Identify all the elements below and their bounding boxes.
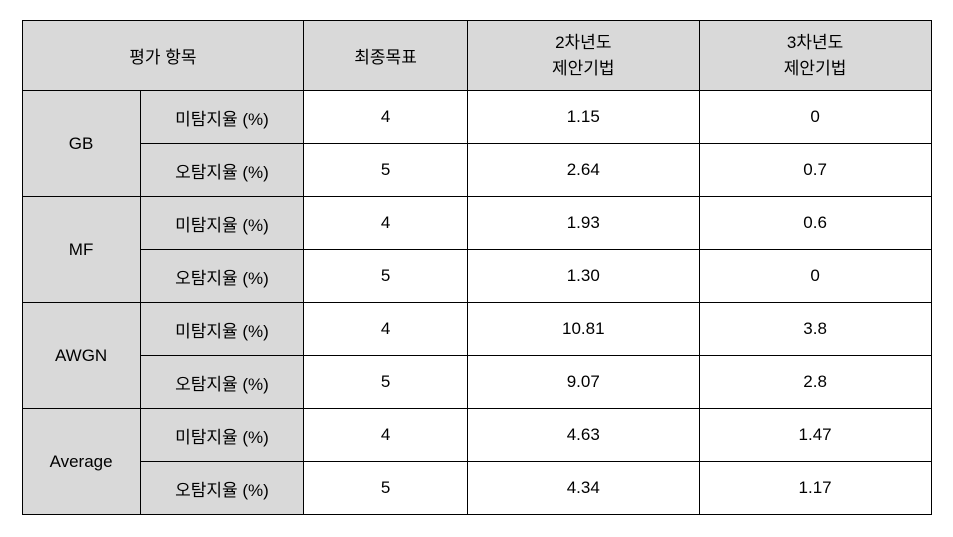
cell-year3: 0 (699, 250, 931, 303)
header-year3-line2: 제안기법 (784, 59, 847, 78)
table-row: Average 미탐지율 (%) 4 4.63 1.47 (22, 409, 931, 462)
cell-year2: 1.30 (467, 250, 699, 303)
metric-label: 오탐지율 (%) (140, 462, 304, 515)
cell-year2: 1.93 (467, 197, 699, 250)
metric-label: 미탐지율 (%) (140, 91, 304, 144)
table-row: 오탐지율 (%) 5 2.64 0.7 (22, 144, 931, 197)
cell-year2: 9.07 (467, 356, 699, 409)
evaluation-table: 평가 항목 최종목표 2차년도 제안기법 3차년도 제안기법 GB 미탐지율 (… (22, 20, 932, 515)
cell-year2: 10.81 (467, 303, 699, 356)
header-year2: 2차년도 제안기법 (467, 21, 699, 91)
cell-year3: 0.6 (699, 197, 931, 250)
cell-year2: 1.15 (467, 91, 699, 144)
cell-year3: 2.8 (699, 356, 931, 409)
table-body: GB 미탐지율 (%) 4 1.15 0 오탐지율 (%) 5 2.64 0.7… (22, 91, 931, 515)
cell-goal: 4 (304, 91, 468, 144)
metric-label: 미탐지율 (%) (140, 409, 304, 462)
header-year2-line1: 2차년도 (555, 33, 611, 52)
cell-year3: 0 (699, 91, 931, 144)
metric-label: 미탐지율 (%) (140, 303, 304, 356)
header-year3-line1: 3차년도 (787, 33, 843, 52)
category-label: GB (22, 91, 140, 197)
category-label: Average (22, 409, 140, 515)
cell-goal: 5 (304, 250, 468, 303)
table-row: 오탐지율 (%) 5 1.30 0 (22, 250, 931, 303)
header-year3: 3차년도 제안기법 (699, 21, 931, 91)
table-row: 오탐지율 (%) 5 9.07 2.8 (22, 356, 931, 409)
cell-goal: 5 (304, 144, 468, 197)
cell-goal: 5 (304, 462, 468, 515)
header-final-goal: 최종목표 (304, 21, 468, 91)
metric-label: 미탐지율 (%) (140, 197, 304, 250)
header-eval-item: 평가 항목 (22, 21, 304, 91)
metric-label: 오탐지율 (%) (140, 250, 304, 303)
table-row: 오탐지율 (%) 5 4.34 1.17 (22, 462, 931, 515)
category-label: AWGN (22, 303, 140, 409)
table-row: GB 미탐지율 (%) 4 1.15 0 (22, 91, 931, 144)
table-row: MF 미탐지율 (%) 4 1.93 0.6 (22, 197, 931, 250)
metric-label: 오탐지율 (%) (140, 144, 304, 197)
cell-year3: 0.7 (699, 144, 931, 197)
cell-goal: 4 (304, 197, 468, 250)
cell-year3: 1.47 (699, 409, 931, 462)
category-label: MF (22, 197, 140, 303)
table-header-row: 평가 항목 최종목표 2차년도 제안기법 3차년도 제안기법 (22, 21, 931, 91)
metric-label: 오탐지율 (%) (140, 356, 304, 409)
table-row: AWGN 미탐지율 (%) 4 10.81 3.8 (22, 303, 931, 356)
cell-year2: 4.34 (467, 462, 699, 515)
cell-goal: 5 (304, 356, 468, 409)
cell-year2: 2.64 (467, 144, 699, 197)
cell-year3: 1.17 (699, 462, 931, 515)
header-year2-line2: 제안기법 (552, 59, 615, 78)
cell-goal: 4 (304, 303, 468, 356)
cell-year2: 4.63 (467, 409, 699, 462)
cell-year3: 3.8 (699, 303, 931, 356)
cell-goal: 4 (304, 409, 468, 462)
